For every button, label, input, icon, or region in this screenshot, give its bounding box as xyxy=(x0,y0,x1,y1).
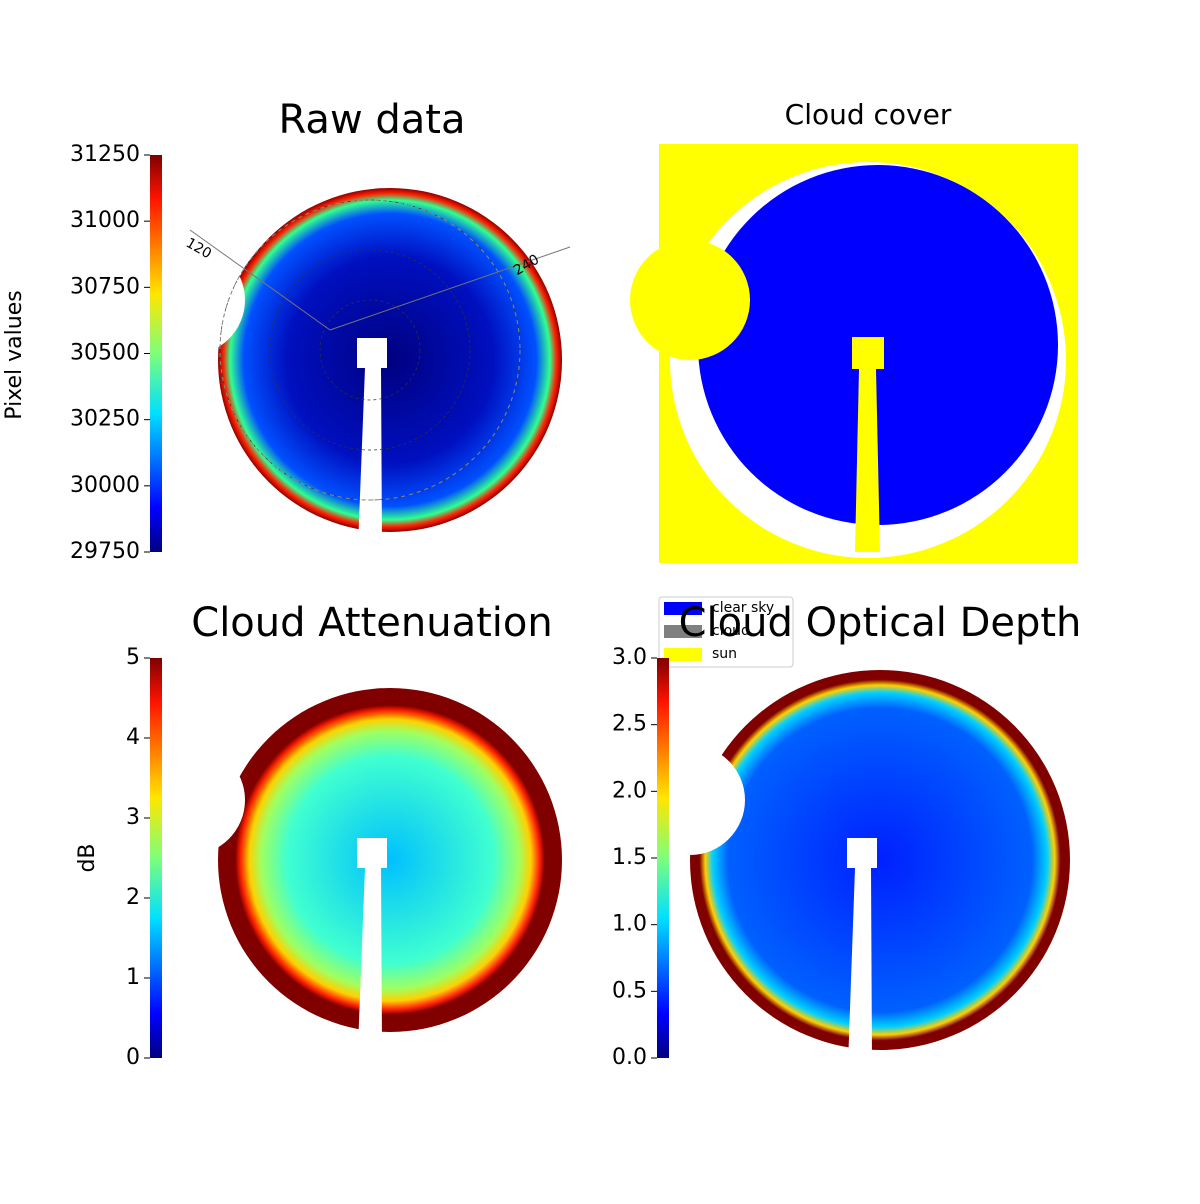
sensor-mount xyxy=(847,838,877,868)
polar-grid xyxy=(219,199,521,501)
image-mask xyxy=(135,245,245,355)
image-mask xyxy=(135,745,245,855)
sensor-arm xyxy=(848,868,872,1065)
colorbar-tick-label: 30500 xyxy=(70,341,140,366)
chart-title: Cloud Attenuation xyxy=(191,600,552,646)
legend-label: clear sky xyxy=(712,600,774,616)
legend-swatch xyxy=(664,602,702,615)
colorbar-tick-label: 29750 xyxy=(70,539,140,564)
colorbar-tick-label: 3 xyxy=(126,805,140,830)
legend-label: sun xyxy=(712,646,737,662)
colorbar-tick-label: 1.5 xyxy=(612,845,647,870)
colorbar-tick-label: 4 xyxy=(126,725,140,750)
legend-label: cloud xyxy=(712,623,750,639)
colorbar xyxy=(657,658,669,1058)
colorbar-tick-label: 30250 xyxy=(70,407,140,432)
sun-mount xyxy=(852,337,884,369)
colorbar-tick-label: 31250 xyxy=(70,142,140,167)
image-mask xyxy=(635,745,745,855)
chart-title: Cloud cover xyxy=(785,98,952,131)
legend-swatch xyxy=(664,648,702,661)
sky-image xyxy=(218,688,562,1032)
colorbar xyxy=(150,155,162,552)
colorbar-tick-label: 1.0 xyxy=(612,912,647,937)
sky-image xyxy=(690,670,1070,1050)
colorbar-tick-label: 2.0 xyxy=(612,778,647,803)
colorbar-tick-label: 0.0 xyxy=(612,1045,647,1070)
sensor-mount xyxy=(357,338,387,368)
sensor-arm xyxy=(358,868,382,1047)
image-mask xyxy=(630,240,750,360)
colorbar-tick-label: 31000 xyxy=(70,208,140,233)
colorbar-tick-label: 0.5 xyxy=(612,978,647,1003)
chart-title: Cloud Optical Depth xyxy=(679,600,1082,646)
polar-axis xyxy=(329,246,571,331)
sky-image xyxy=(218,188,562,532)
colorbar-tick-label: 2.5 xyxy=(612,712,647,737)
colorbar xyxy=(150,658,162,1058)
sun-arm xyxy=(855,369,880,552)
colorbar-label: dB xyxy=(75,843,100,872)
polar-grid xyxy=(269,249,471,451)
colorbar-tick-label: 30750 xyxy=(70,274,140,299)
colorbar-tick-label: 2 xyxy=(126,885,140,910)
colorbar-tick-label: 1 xyxy=(126,965,140,990)
colorbar-tick-label: 5 xyxy=(126,645,140,670)
colorbar-tick-label: 3.0 xyxy=(612,645,647,670)
sensor-arm xyxy=(358,368,382,547)
colorbar-label: Pixel values xyxy=(2,290,27,419)
polar-axis xyxy=(189,229,331,331)
legend-swatch xyxy=(664,625,702,638)
colorbar-tick-label: 0 xyxy=(126,1045,140,1070)
colorbar-tick-label: 30000 xyxy=(70,473,140,498)
chart-title: Raw data xyxy=(279,97,466,143)
sensor-mount xyxy=(357,838,387,868)
polar-grid xyxy=(319,299,421,401)
